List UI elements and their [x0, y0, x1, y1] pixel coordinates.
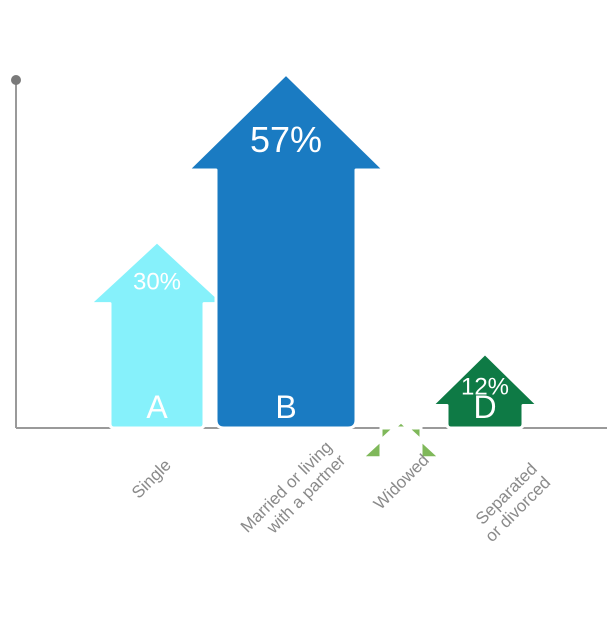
bar-letter: C	[389, 389, 412, 425]
value-label: 1%	[389, 438, 412, 455]
bar-c	[360, 420, 442, 460]
value-label: 30%	[133, 269, 181, 296]
bar-group-a: 30% A	[88, 240, 226, 430]
y-axis-end-dot	[11, 75, 21, 85]
bar-b	[186, 72, 386, 430]
bar-d	[430, 351, 540, 430]
value-label: 57%	[250, 119, 322, 160]
category-label-line: Single	[128, 455, 175, 502]
bar-group-d: 12%D	[430, 351, 540, 430]
bar-a	[88, 240, 226, 430]
value-label: 12%	[461, 373, 509, 400]
chart-category-labels: Single Married or livingwith a partner Wid…	[128, 437, 554, 550]
category-label-line: Widowed	[370, 450, 433, 513]
bar-group-c: 1% C	[360, 389, 442, 460]
category-label: Single	[128, 455, 175, 502]
category-label: Separatedor divorced	[468, 459, 554, 545]
bar-letter: B	[275, 389, 296, 425]
chart-bars: 30% A 57% B 1% C 12%D	[88, 72, 540, 460]
bar-letter: A	[146, 389, 168, 425]
bar-letter: D	[473, 389, 496, 425]
category-label: Widowed	[370, 450, 433, 513]
category-label: Married or livingwith a partner	[237, 437, 350, 550]
bar-group-b: 57% B	[186, 72, 386, 430]
